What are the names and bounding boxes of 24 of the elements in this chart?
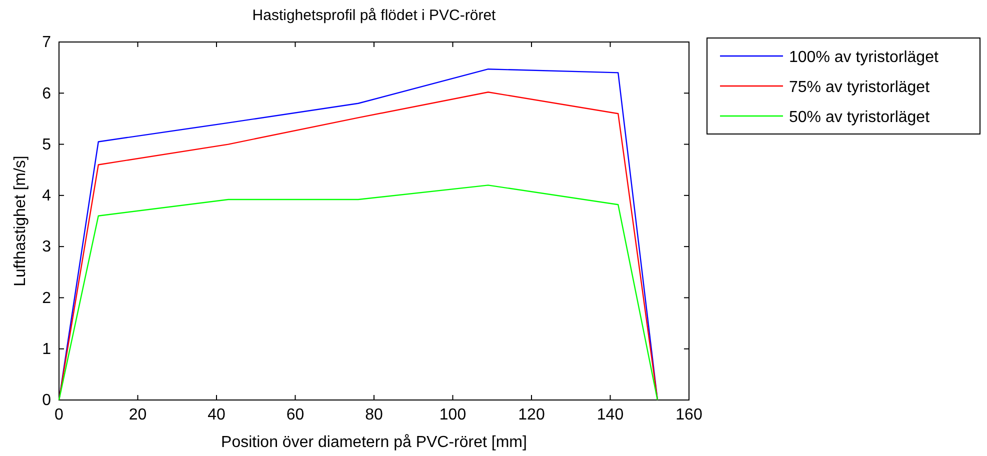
legend-label: 75% av tyristorläget bbox=[789, 79, 930, 96]
x-tick-label: 120 bbox=[518, 406, 545, 424]
x-tick-label: 0 bbox=[54, 406, 64, 424]
x-tick-label: 80 bbox=[365, 406, 383, 424]
legend-label: 100% av tyristorläget bbox=[789, 49, 939, 66]
y-tick-label: 5 bbox=[42, 136, 52, 154]
y-axis-title: Lufthastighet [m/s] bbox=[12, 156, 29, 286]
legend-label: 50% av tyristorläget bbox=[789, 109, 930, 126]
y-tick-label: 0 bbox=[42, 392, 52, 410]
x-axis-title: Position över diametern på PVC-röret [mm] bbox=[221, 434, 527, 451]
x-tick-label: 140 bbox=[596, 406, 624, 424]
chart-title: Hastighetsprofil på flödet i PVC-röret bbox=[252, 7, 497, 24]
x-tick-label: 20 bbox=[128, 406, 147, 424]
x-tick-label: 40 bbox=[208, 406, 226, 424]
x-tick-label: 160 bbox=[676, 406, 702, 424]
y-tick-label: 1 bbox=[42, 340, 52, 358]
y-tick-label: 4 bbox=[42, 188, 52, 205]
x-tick-label: 100 bbox=[439, 406, 466, 424]
y-tick-label: 6 bbox=[42, 85, 52, 102]
y-tick-label: 3 bbox=[42, 238, 52, 256]
x-tick-label: 60 bbox=[286, 406, 304, 424]
y-tick-label: 7 bbox=[42, 34, 52, 52]
line-series bbox=[58, 184, 658, 401]
y-tick-label: 2 bbox=[42, 290, 52, 307]
